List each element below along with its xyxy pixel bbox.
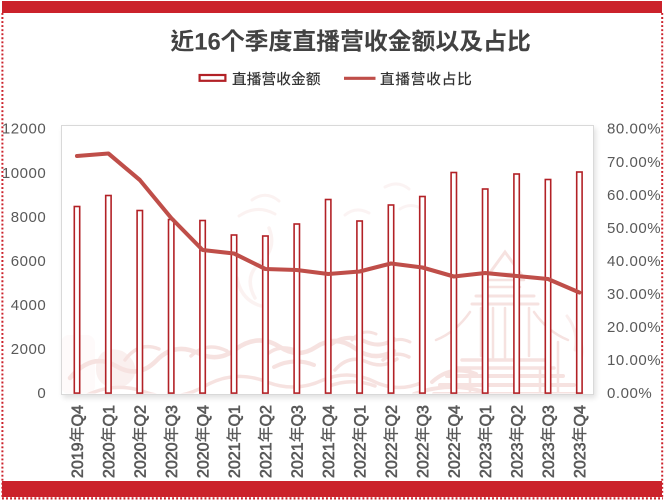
svg-text:12000: 12000 (2, 121, 46, 138)
svg-text:30.00%: 30.00% (607, 286, 661, 303)
svg-text:4000: 4000 (11, 297, 47, 314)
svg-text:10000: 10000 (2, 165, 46, 182)
svg-text:60.00%: 60.00% (607, 187, 661, 204)
svg-text:2000: 2000 (11, 341, 47, 358)
svg-text:50.00%: 50.00% (607, 220, 661, 237)
svg-text:10.00%: 10.00% (607, 352, 661, 369)
svg-text:80.00%: 80.00% (607, 121, 661, 138)
svg-text:0: 0 (37, 385, 46, 402)
svg-text:0.00%: 0.00% (607, 385, 652, 402)
svg-text:20.00%: 20.00% (607, 319, 661, 336)
svg-text:70.00%: 70.00% (607, 154, 661, 171)
svg-text:40.00%: 40.00% (607, 253, 661, 270)
svg-text:6000: 6000 (11, 253, 47, 270)
svg-text:8000: 8000 (11, 209, 47, 226)
